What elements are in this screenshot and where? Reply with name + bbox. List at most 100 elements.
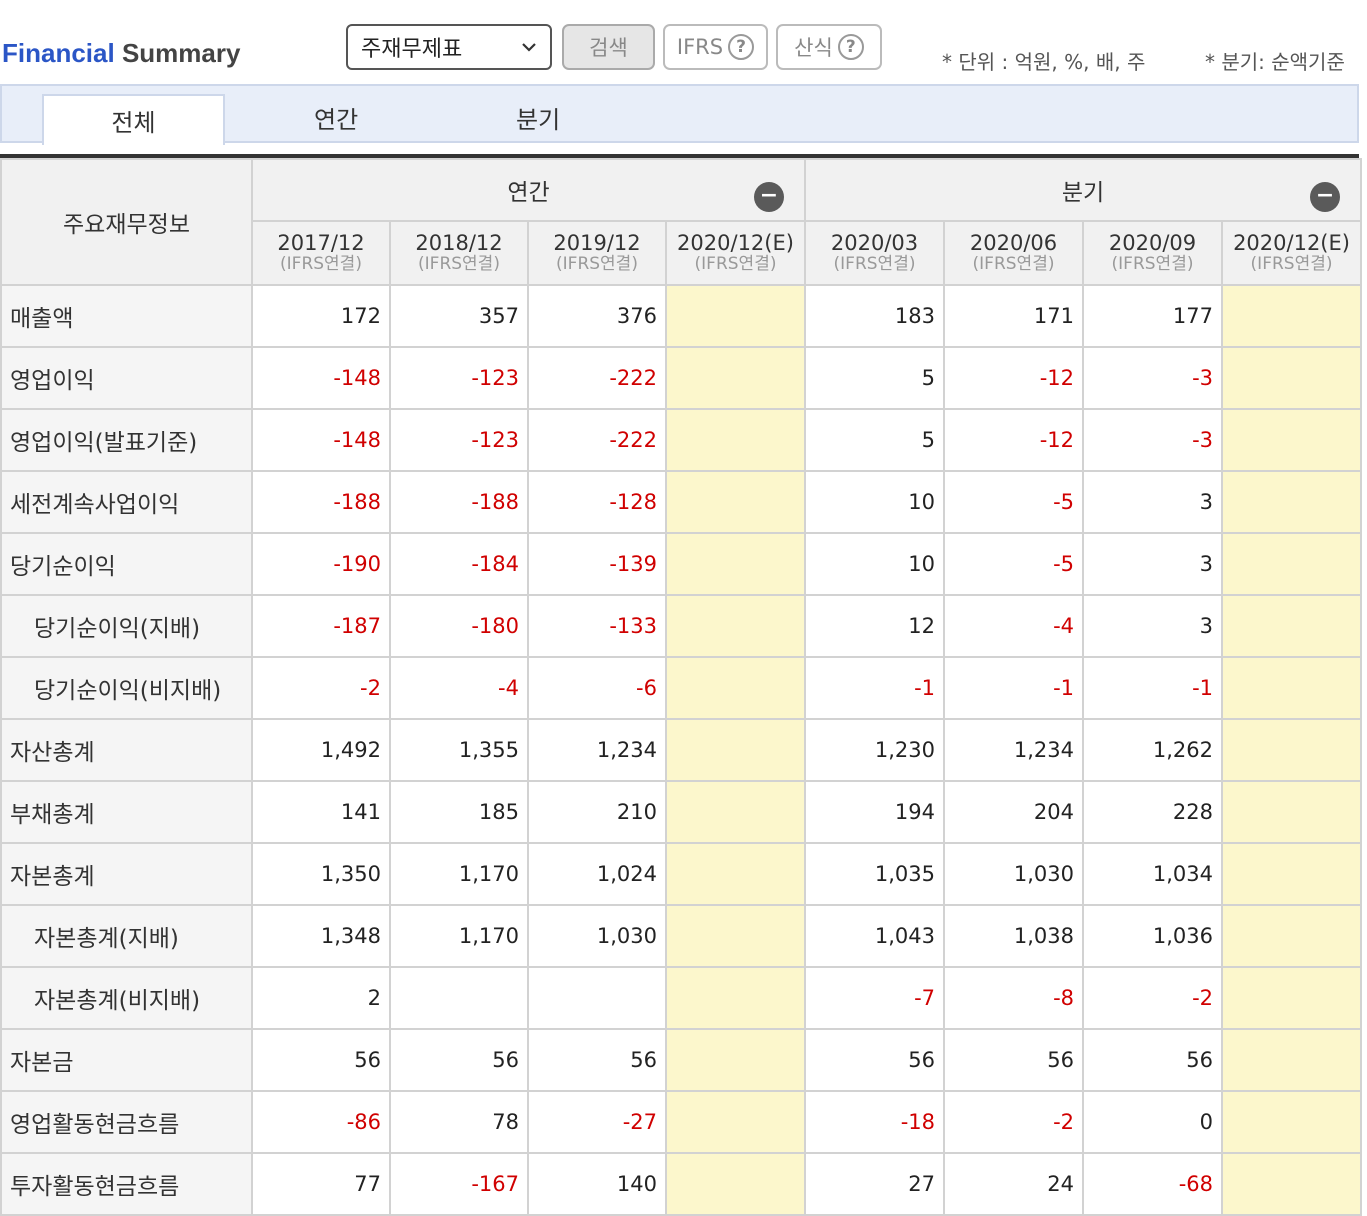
value-cell: [1221, 532, 1363, 596]
value-cell: [664, 408, 807, 472]
row-label[interactable]: 영업이익: [0, 346, 253, 410]
period-header: 2020/12(E) (IFRS연결): [1221, 220, 1363, 286]
value-cell: [527, 966, 667, 1030]
row-label[interactable]: 영업활동현금흐름: [0, 1090, 253, 1154]
value-cell: 3: [1082, 470, 1224, 534]
value-cell: 27: [804, 1152, 946, 1216]
tab-all[interactable]: 전체: [42, 94, 225, 145]
row-label[interactable]: 자본금: [0, 1028, 253, 1092]
value-cell: 56: [1082, 1028, 1224, 1092]
help-icon: ?: [728, 34, 755, 60]
row-label[interactable]: 자본총계: [0, 842, 253, 906]
row-label[interactable]: 영업이익(발표기준): [0, 408, 253, 472]
value-cell: 140: [527, 1152, 667, 1216]
value-cell: [1221, 966, 1363, 1030]
period-header: 2017/12 (IFRS연결): [251, 220, 391, 286]
row-label[interactable]: 당기순이익: [0, 532, 253, 596]
value-cell: -12: [943, 408, 1085, 472]
collapse-minus-icon[interactable]: −: [1310, 182, 1341, 212]
row-label[interactable]: 세전계속사업이익: [0, 470, 253, 534]
value-cell: 1,170: [389, 904, 529, 968]
value-cell: 1,262: [1082, 718, 1224, 782]
ifrs-help-button[interactable]: IFRS ?: [663, 24, 768, 70]
value-cell: -2: [1082, 966, 1224, 1030]
table-row: 당기순이익 -190 -184 -139 10 -5 3: [0, 532, 1363, 596]
value-cell: 56: [251, 1028, 391, 1092]
tab-annual[interactable]: 연간: [314, 106, 359, 134]
value-cell: -5: [943, 532, 1085, 596]
table-row: 부채총계 141 185 210 194 204 228: [0, 780, 1363, 844]
period-date: 2020/06: [969, 231, 1058, 256]
ifrs-button-label: IFRS: [676, 35, 724, 59]
period-basis: (IFRS연결): [418, 254, 500, 275]
value-cell: -5: [943, 470, 1085, 534]
value-cell: -1: [1082, 656, 1224, 720]
value-cell: 1,355: [389, 718, 529, 782]
row-label[interactable]: 투자활동현금흐름: [0, 1152, 253, 1216]
value-cell: 78: [389, 1090, 529, 1154]
value-cell: -12: [943, 346, 1085, 410]
value-cell: [664, 470, 807, 534]
period-header: 2020/03 (IFRS연결): [804, 220, 946, 286]
value-cell: [664, 904, 807, 968]
value-cell: -184: [389, 532, 529, 596]
value-cell: [1221, 470, 1363, 534]
row-label[interactable]: 부채총계: [0, 780, 253, 844]
row-label[interactable]: 당기순이익(지배): [0, 594, 253, 658]
value-cell: -123: [389, 408, 529, 472]
row-label[interactable]: 자본총계(지배): [0, 904, 253, 968]
value-cell: [1221, 842, 1363, 906]
value-cell: [1221, 408, 1363, 472]
period-basis: (IFRS연결): [556, 254, 638, 275]
search-button-label: 검색: [589, 36, 628, 60]
value-cell: -167: [389, 1152, 529, 1216]
title-part-summary: Summary: [121, 38, 241, 68]
value-cell: 228: [1082, 780, 1224, 844]
value-cell: -4: [943, 594, 1085, 658]
value-cell: [1221, 1152, 1363, 1216]
table-row: 자산총계 1,492 1,355 1,234 1,230 1,234 1,262: [0, 718, 1363, 782]
value-cell: -4: [389, 656, 529, 720]
row-label[interactable]: 매출액: [0, 284, 253, 348]
period-basis: (IFRS연결): [694, 254, 777, 275]
value-cell: 171: [943, 284, 1085, 348]
value-cell: 56: [943, 1028, 1085, 1092]
value-cell: 56: [389, 1028, 529, 1092]
collapse-minus-icon[interactable]: −: [754, 182, 785, 212]
tab-quarter[interactable]: 분기: [516, 106, 561, 134]
group-header-quarter: 분기 −: [804, 158, 1363, 222]
period-basis: (IFRS연결): [1250, 254, 1333, 275]
row-label[interactable]: 자본총계(비지배): [0, 966, 253, 1030]
table-row: 매출액 172 357 376 183 171 177: [0, 284, 1363, 348]
value-cell: [664, 718, 807, 782]
value-cell: -180: [389, 594, 529, 658]
formula-help-button[interactable]: 산식 ?: [776, 24, 882, 70]
table-row: 투자활동현금흐름 77 -167 140 27 24 -68: [0, 1152, 1363, 1216]
table-row: 자본총계(비지배) 2 -7 -8 -2: [0, 966, 1363, 1030]
search-button[interactable]: 검색: [562, 24, 655, 70]
row-label[interactable]: 자산총계: [0, 718, 253, 782]
value-cell: 1,043: [804, 904, 946, 968]
value-cell: -123: [389, 346, 529, 410]
value-cell: 10: [804, 532, 946, 596]
value-cell: 1,034: [1082, 842, 1224, 906]
group-label-annual: 연간: [507, 180, 550, 206]
value-cell: -222: [527, 408, 667, 472]
table-row: 자본총계(지배) 1,348 1,170 1,030 1,043 1,038 1,036: [0, 904, 1363, 968]
table-row: 영업이익 -148 -123 -222 5 -12 -3: [0, 346, 1363, 410]
value-cell: [1221, 594, 1363, 658]
table-row: 자본총계 1,350 1,170 1,024 1,035 1,030 1,034: [0, 842, 1363, 906]
value-cell: [1221, 284, 1363, 348]
period-date: 2020/03: [830, 231, 919, 256]
value-cell: 1,492: [251, 718, 391, 782]
value-cell: -68: [1082, 1152, 1224, 1216]
statement-select[interactable]: 주재무제표: [346, 24, 552, 70]
row-label[interactable]: 당기순이익(비지배): [0, 656, 253, 720]
period-basis: (IFRS연결): [833, 254, 916, 275]
table-row: 영업활동현금흐름 -86 78 -27 -18 -2 0: [0, 1090, 1363, 1154]
period-header: 2020/12(E) (IFRS연결): [664, 220, 807, 286]
title-part-financial: Financial: [2, 38, 115, 68]
value-cell: 5: [804, 346, 946, 410]
table-row: 자본금 56 56 56 56 56 56: [0, 1028, 1363, 1092]
value-cell: -27: [527, 1090, 667, 1154]
